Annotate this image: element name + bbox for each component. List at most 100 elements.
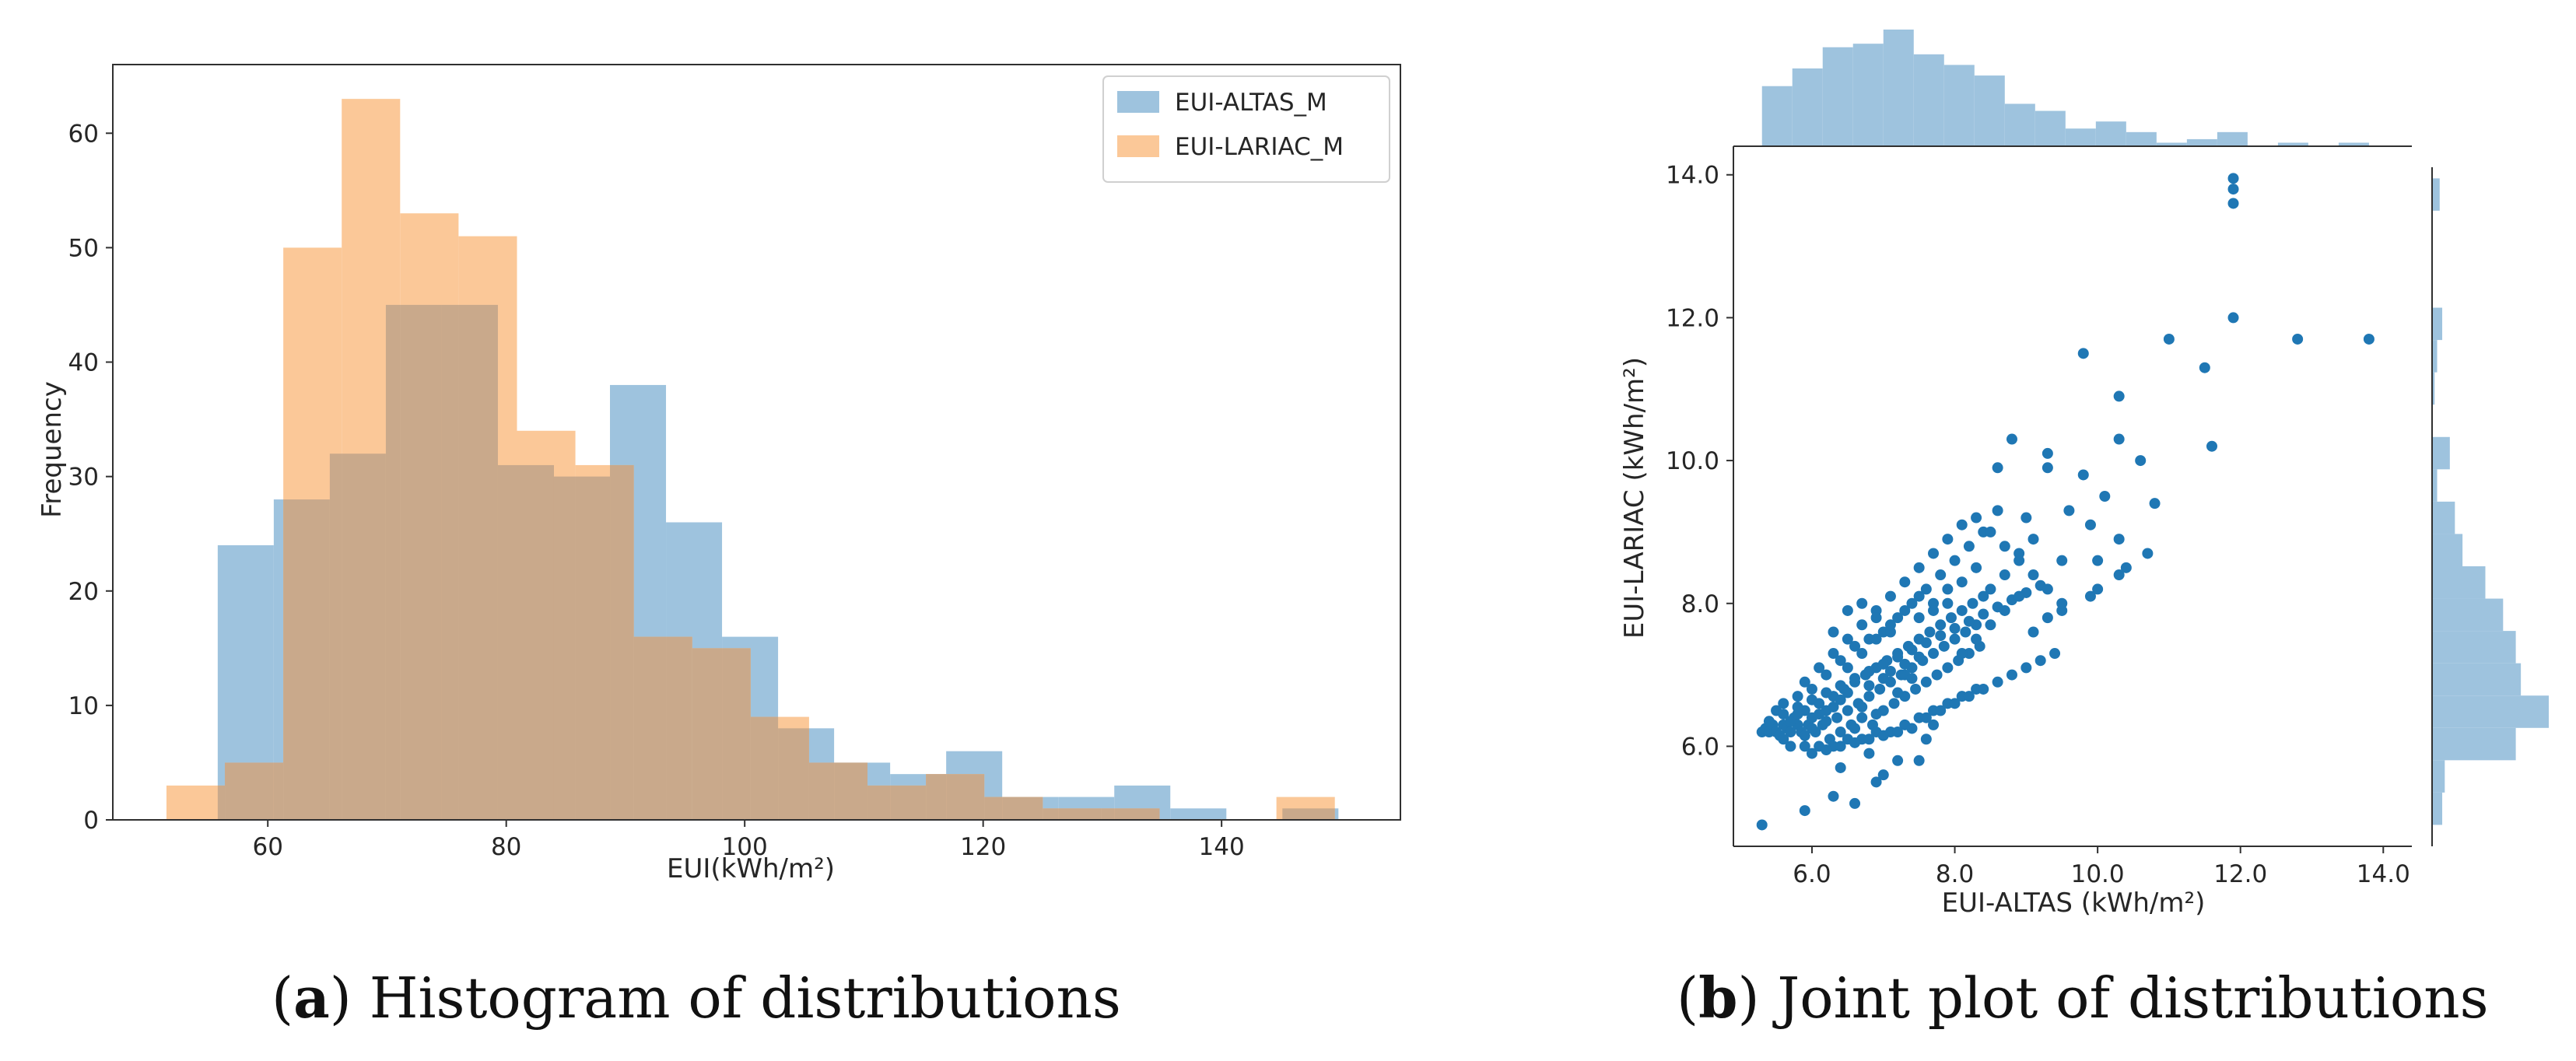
scatter-point: [1849, 737, 1861, 748]
scatter-point: [1842, 633, 1853, 645]
scatter-point: [1956, 576, 1968, 588]
histogram-x-tick-label: 120: [960, 833, 1006, 861]
histogram-x-tick-label: 100: [722, 833, 768, 861]
histogram-bar-overlap: [1282, 808, 1335, 820]
scatter-point: [1960, 626, 1971, 638]
scatter-point: [1835, 655, 1846, 667]
scatter-point: [2092, 583, 2104, 595]
scatter-point: [1799, 730, 1810, 741]
scatter-point: [1949, 622, 1961, 634]
scatter-point: [1849, 797, 1861, 809]
histogram-y-tick-label: 60: [68, 120, 99, 148]
scatter-point: [1835, 741, 1846, 752]
scatter-point: [1799, 805, 1810, 817]
marginal-bar-top: [1913, 54, 1944, 146]
scatter-point: [2113, 390, 2125, 402]
histogram-bars-overlap: [217, 304, 1335, 820]
scatter-point: [2206, 440, 2217, 452]
scatter-point: [1756, 819, 1768, 831]
marginal-bar-right: [2432, 436, 2450, 470]
scatter-point: [1835, 694, 1846, 706]
scatter-point: [1992, 462, 2003, 474]
scatter-point: [1999, 569, 2010, 581]
histogram-bar-overlap: [385, 304, 401, 820]
scatter-y-tick-label: 14.0: [1666, 162, 1719, 190]
scatter-point: [1870, 776, 1882, 788]
histogram-bar-overlap: [666, 636, 692, 820]
scatter-x-tick-label: 10.0: [2071, 860, 2125, 888]
scatter-point: [1920, 637, 1932, 649]
scatter-point: [1913, 562, 1925, 573]
histogram-bar-overlap: [441, 304, 459, 820]
histogram-bar-overlap: [692, 648, 723, 820]
caption-b: (b) Joint plot of distributions: [1677, 965, 2489, 1031]
scatter-point: [1785, 727, 1796, 738]
scatter-point: [1856, 712, 1868, 723]
scatter-point: [1956, 648, 1968, 660]
scatter-point: [2077, 348, 2089, 359]
scatter-x-ticks: 6.0 8.0 10.0 12.0 14.0: [1793, 846, 2410, 888]
scatter-point: [2092, 555, 2104, 566]
histogram-x-ticks: 60 80 100 120 140: [252, 820, 1245, 861]
scatter-point: [1999, 604, 2010, 616]
scatter-point: [2063, 505, 2075, 516]
scatter-point: [1920, 676, 1932, 688]
caption-b-text: Joint plot of distributions: [1777, 965, 2489, 1031]
scatter-point: [2227, 312, 2239, 324]
scatter-point: [1992, 505, 2003, 516]
scatter-point: [1942, 534, 1954, 545]
marginal-bar-top: [1761, 86, 1793, 146]
scatter-point: [1842, 662, 1853, 674]
histogram-bar-overlap: [1043, 808, 1059, 820]
marginal-bar-right: [2432, 566, 2486, 599]
histogram-bar-overlap: [834, 762, 868, 820]
scatter-point: [1892, 651, 1904, 663]
scatter-point: [2149, 498, 2161, 509]
scatter-point: [1906, 597, 1918, 609]
scatter-point: [2099, 491, 2111, 502]
scatter-point: [1835, 680, 1846, 692]
scatter-point: [1963, 541, 1975, 552]
scatter-point: [1978, 590, 1989, 602]
histogram-plot-frame: [112, 64, 1401, 821]
scatter-point: [1828, 790, 1839, 802]
scatter-point: [1928, 719, 1940, 730]
scatter-point: [1971, 512, 1982, 523]
scatter-point: [1842, 705, 1853, 716]
scatter-point: [1888, 698, 1900, 709]
scatter-point: [1906, 644, 1918, 656]
scatter-point: [1849, 673, 1861, 685]
marginal-bar-right: [2432, 760, 2445, 793]
histogram-y-axis-label: Frequency: [37, 381, 68, 518]
scatter-point: [1892, 687, 1904, 699]
marginal-bar-top: [2156, 142, 2187, 146]
histogram-bar-overlap: [329, 453, 342, 820]
scatter-point: [2056, 555, 2068, 566]
scatter-point: [1913, 612, 1925, 624]
scatter-point: [2135, 455, 2147, 467]
scatter-point: [1945, 612, 1957, 624]
marginal-bar-top: [1792, 68, 1823, 146]
scatter-point: [2084, 590, 2096, 602]
histogram-x-tick-label: 140: [1199, 833, 1245, 861]
scatter-point: [1806, 683, 1817, 695]
scatter-point: [1956, 604, 1968, 616]
scatter-point: [2042, 612, 2053, 624]
scatter-point: [1877, 673, 1889, 685]
scatter-point: [1849, 723, 1861, 734]
scatter-point: [1799, 676, 1810, 688]
scatter-point: [1821, 744, 1832, 756]
marginal-bar-top: [2186, 138, 2217, 146]
scatter-point: [2020, 662, 2032, 674]
scatter-point: [1814, 662, 1825, 674]
caption-a-text: Histogram of distributions: [369, 965, 1121, 1031]
scatter-point: [2020, 512, 2032, 523]
histogram-bar-overlap: [553, 476, 576, 820]
scatter-point: [2077, 469, 2089, 481]
histogram-bar-overlap: [575, 476, 611, 820]
histogram-bar-overlap: [400, 304, 442, 820]
scatter-point: [1942, 597, 1954, 609]
scatter-point: [1821, 716, 1832, 727]
scatter-point: [1842, 687, 1853, 699]
marginal-bar-top: [1822, 47, 1853, 146]
